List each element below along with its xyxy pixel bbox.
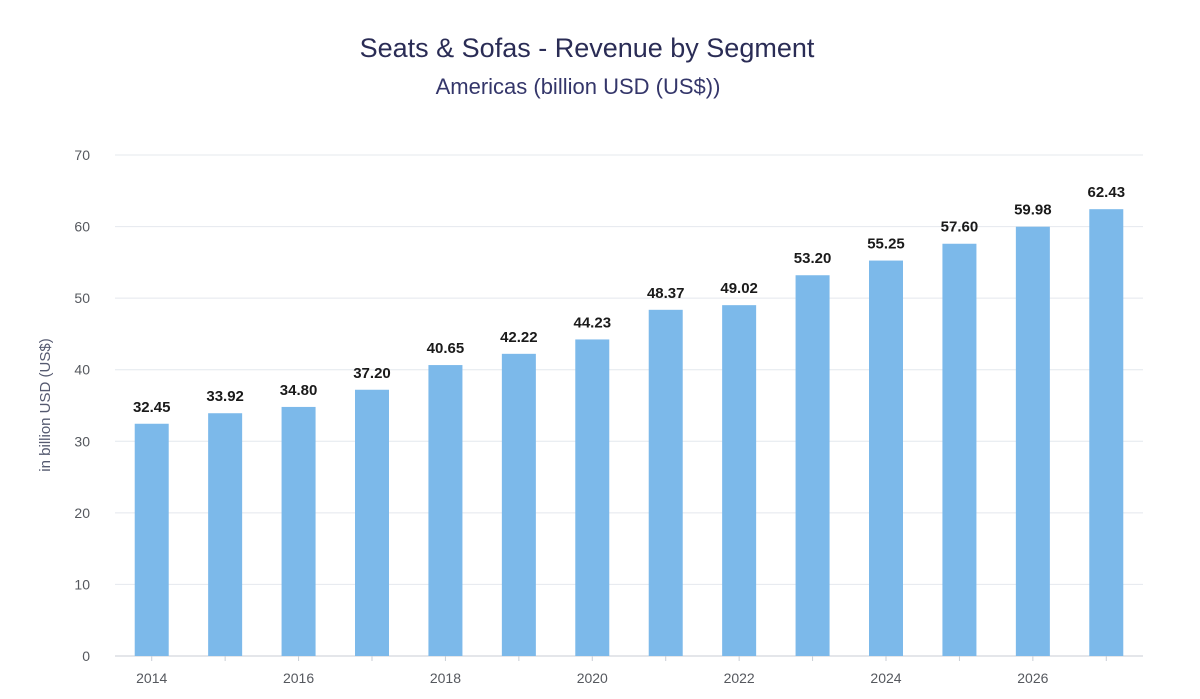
y-tick-label: 50 [74, 290, 90, 306]
bar-2027 [1089, 209, 1124, 656]
data-label: 53.20 [794, 250, 832, 267]
bar-2014 [134, 423, 169, 656]
y-tick-label: 20 [74, 505, 90, 521]
y-tick-label: 30 [74, 433, 90, 449]
x-tick-label: 2024 [870, 670, 901, 686]
data-label: 37.20 [353, 365, 391, 382]
data-label: 49.02 [720, 280, 758, 297]
y-tick-label: 60 [74, 219, 90, 235]
bar-2018 [428, 365, 463, 656]
data-label: 32.45 [133, 399, 171, 416]
bar-2016 [281, 406, 316, 656]
x-tick-label: 2026 [1017, 670, 1048, 686]
y-axis-ticks: 0 10 20 30 40 50 60 70 [74, 147, 90, 664]
x-axis-ticks: 2014 2016 2018 2020 2022 2024 2026 [136, 656, 1107, 686]
y-axis-label: in billion USD (US$) [37, 338, 54, 471]
gridlines [115, 154, 1143, 657]
x-tick-label: 2018 [430, 670, 461, 686]
data-label: 34.80 [280, 382, 318, 399]
y-tick-label: 70 [74, 147, 90, 163]
chart-title: Seats & Sofas - Revenue by Segment [360, 33, 815, 63]
x-tick-label: 2020 [577, 670, 608, 686]
data-label: 40.65 [427, 340, 465, 357]
bar-2015 [208, 413, 243, 656]
bar-2017 [355, 389, 389, 656]
bar-2026 [1015, 226, 1050, 656]
x-tick-label: 2016 [283, 670, 314, 686]
data-label: 44.23 [574, 314, 612, 331]
data-label: 48.37 [647, 285, 685, 302]
bar-2022 [722, 305, 757, 656]
y-tick-label: 10 [74, 576, 90, 592]
data-label: 55.25 [867, 236, 905, 253]
bar-2021 [648, 309, 683, 656]
data-label: 33.92 [206, 388, 244, 405]
data-label: 42.22 [500, 329, 538, 346]
x-tick-label: 2022 [724, 670, 755, 686]
chart-subtitle: Americas (billion USD (US$)) [436, 74, 721, 99]
data-labels: 32.45 33.92 34.80 37.20 40.65 42.22 44.23 48.37… [133, 184, 1125, 416]
data-label: 62.43 [1088, 184, 1126, 201]
data-label: 57.60 [941, 219, 979, 236]
bar-2024 [869, 260, 903, 656]
y-tick-label: 40 [74, 362, 90, 378]
x-tick-label: 2014 [136, 670, 167, 686]
bar-2019 [501, 353, 536, 656]
bar-2023 [795, 275, 830, 656]
y-tick-label: 0 [82, 648, 90, 664]
data-label: 59.98 [1014, 202, 1052, 219]
bar-2020 [575, 339, 610, 656]
bar-2025 [942, 243, 977, 656]
bars [134, 209, 1124, 656]
